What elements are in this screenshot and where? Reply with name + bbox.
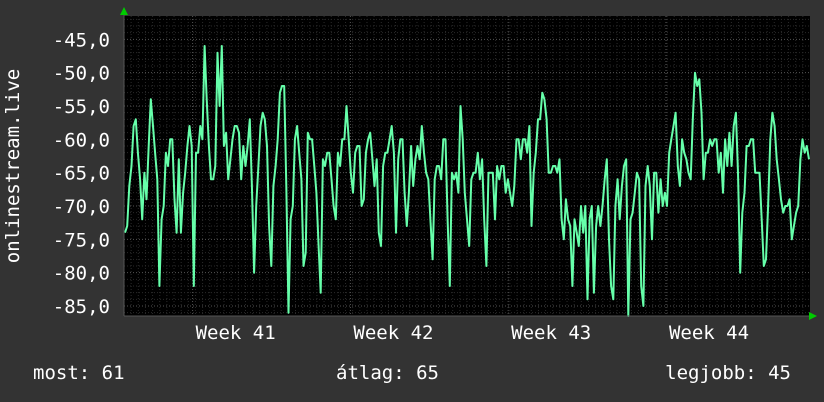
x-tick-label: Week 42 [353, 322, 433, 344]
y-tick-label: -75,0 [53, 229, 110, 251]
stat-best: legjobb: 45 [665, 362, 791, 384]
y-tick-label: -60,0 [53, 129, 110, 151]
line-chart: -45,0 -50,0 -55,0 -60,0 -65,0 -70,0 -75,0 -80,0… [2, 7, 817, 344]
y-axis-label: onlinestream.live [2, 69, 24, 263]
y-axis-arrow-icon [120, 7, 128, 15]
grid-major [124, 16, 810, 316]
x-axis-ticks: Week 41 Week 42 Week 43 Week 44 [196, 322, 749, 344]
grid-minor [124, 16, 810, 316]
x-tick-label: Week 44 [669, 322, 749, 344]
stat-average: átlag: 65 [336, 362, 439, 384]
x-tick-label: Week 41 [196, 322, 276, 344]
y-axis-ticks: -45,0 -50,0 -55,0 -60,0 -65,0 -70,0 -75,0 -80,0… [53, 29, 110, 318]
y-tick-label: -45,0 [53, 29, 110, 51]
stat-current: most: 61 [33, 362, 125, 384]
x-axis-arrow-icon [809, 312, 817, 320]
y-tick-label: -80,0 [53, 263, 110, 285]
x-tick-label: Week 43 [511, 322, 591, 344]
y-tick-label: -50,0 [53, 63, 110, 85]
y-tick-label: -65,0 [53, 163, 110, 185]
y-tick-label: -70,0 [53, 196, 110, 218]
y-tick-label: -55,0 [53, 96, 110, 118]
footer-stats: most: 61 átlag: 65 legjobb: 45 [0, 362, 824, 390]
series-line [124, 45, 810, 317]
y-tick-label: -85,0 [53, 296, 110, 318]
